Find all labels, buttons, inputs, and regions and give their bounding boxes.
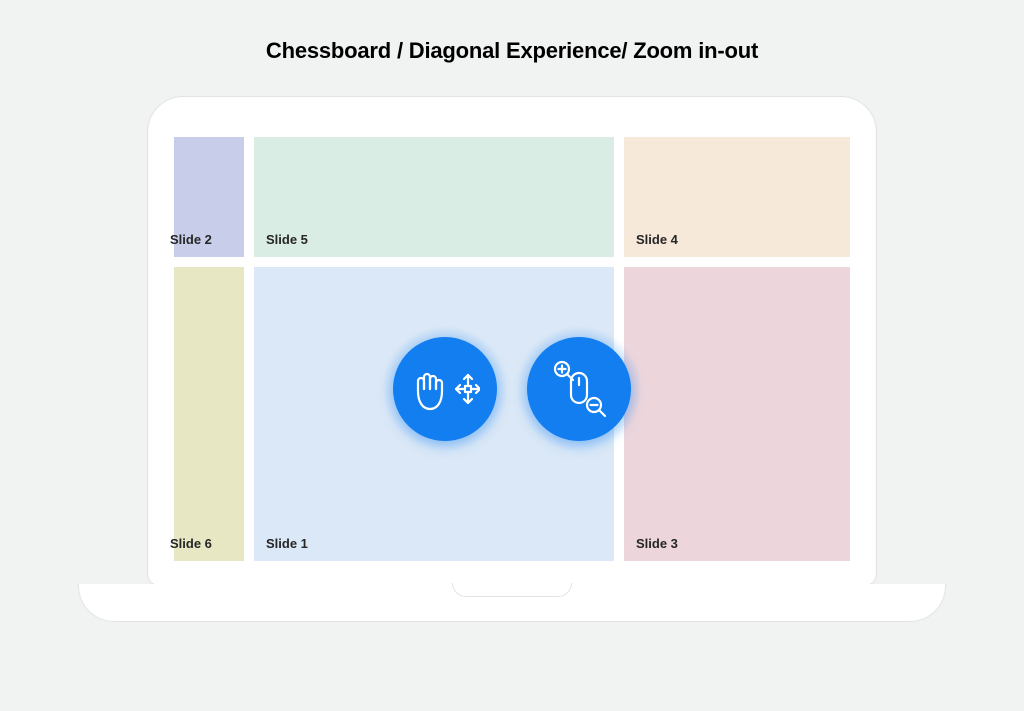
laptop-frame: Slide 2 Slide 5 Slide 4 Slide 6 Slide 1 xyxy=(147,96,877,622)
slide-2[interactable]: Slide 2 xyxy=(174,137,244,257)
slide-3[interactable]: Slide 3 xyxy=(624,267,850,561)
slide-4[interactable]: Slide 4 xyxy=(624,137,850,257)
pan-badge[interactable] xyxy=(383,327,507,451)
laptop-screen: Slide 2 Slide 5 Slide 4 Slide 6 Slide 1 xyxy=(174,137,850,561)
gesture-badges xyxy=(383,327,641,451)
slide-label: Slide 2 xyxy=(170,232,212,247)
slide-6[interactable]: Slide 6 xyxy=(174,267,244,561)
zoom-badge[interactable] xyxy=(517,327,641,451)
slide-label: Slide 4 xyxy=(636,232,678,247)
laptop-notch xyxy=(452,583,572,597)
page: Chessboard / Diagonal Experience/ Zoom i… xyxy=(0,0,1024,711)
slide-label: Slide 6 xyxy=(170,536,212,551)
laptop-screen-bezel: Slide 2 Slide 5 Slide 4 Slide 6 Slide 1 xyxy=(147,96,877,586)
slide-label: Slide 3 xyxy=(636,536,678,551)
slide-label: Slide 1 xyxy=(266,536,308,551)
laptop-base xyxy=(78,584,946,622)
slide-label: Slide 5 xyxy=(266,232,308,247)
mouse-zoom-icon xyxy=(544,357,614,421)
page-title: Chessboard / Diagonal Experience/ Zoom i… xyxy=(0,38,1024,64)
slide-5[interactable]: Slide 5 xyxy=(254,137,614,257)
pan-move-icon xyxy=(410,361,480,417)
